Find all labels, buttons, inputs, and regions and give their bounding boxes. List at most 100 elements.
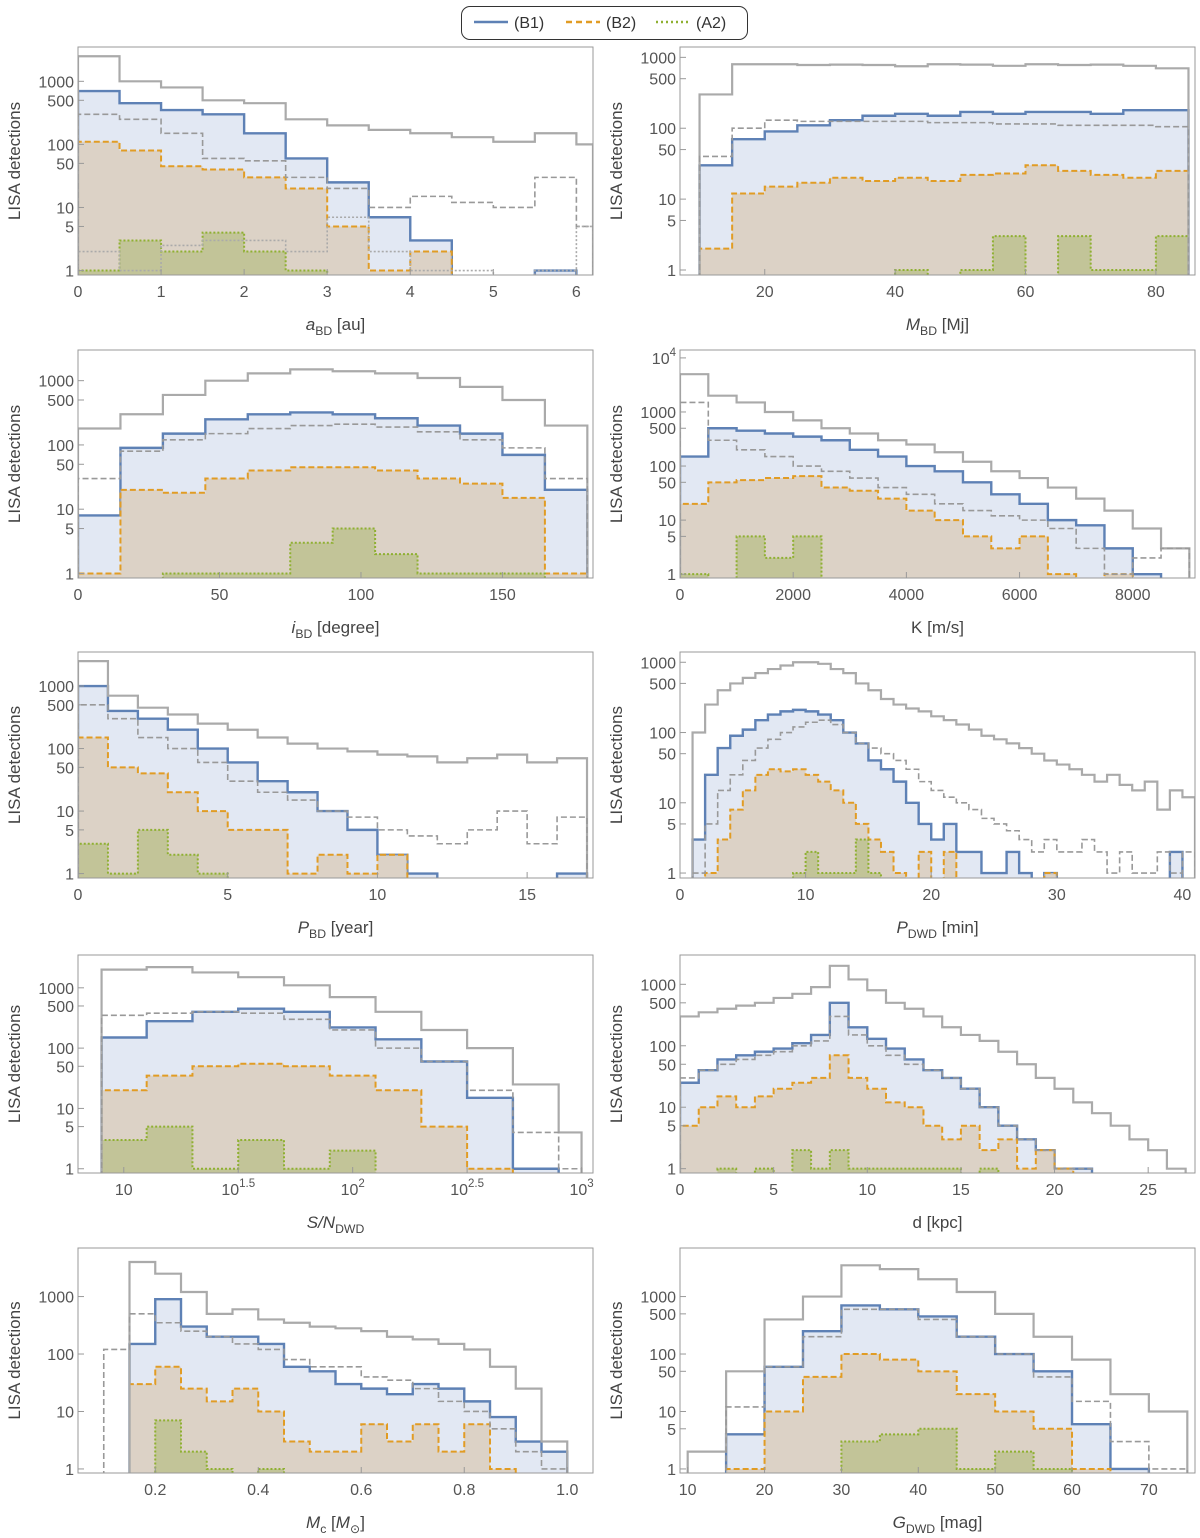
histogram-a2 [100, 1125, 377, 1173]
x-tick-label: 150 [489, 587, 516, 604]
y-tick-label: 500 [47, 93, 74, 110]
bars-fill-A2 [155, 1420, 284, 1473]
x-axis-label: S/NDWD [307, 1213, 365, 1236]
plot-frame [679, 1247, 1196, 1474]
x-tick-label: 10 [858, 1182, 876, 1199]
plot-frame [679, 651, 1196, 879]
y-tick-label: 5 [65, 1120, 74, 1137]
y-axis-label: LISA detections [607, 706, 626, 824]
histogram-b2 [78, 736, 409, 878]
x-tick-label: 6000 [1002, 587, 1038, 604]
x-tick-label: 3 [323, 284, 332, 301]
x-tick-label: 0 [74, 587, 83, 604]
plot-frame [77, 651, 594, 879]
y-tick-label: 1000 [640, 50, 676, 67]
y-tick-label: 50 [658, 475, 676, 492]
y-tick-label: 10 [56, 804, 74, 821]
histogram-all-dashed [725, 1308, 1189, 1473]
histogram-all-dashed [691, 719, 1195, 878]
y-tick-label: 500 [649, 1307, 676, 1324]
y-tick-label: 100 [649, 726, 676, 743]
x-tick-label: 30 [833, 1482, 851, 1499]
x-tick-label: 60 [1063, 1482, 1081, 1499]
histogram-b1 [680, 427, 1163, 578]
x-tick-label: 10 [679, 1482, 697, 1499]
x-tick-label: 0.6 [350, 1482, 372, 1499]
x-tick-label: 6 [572, 284, 581, 301]
x-tick-label: 101.5 [221, 1178, 255, 1199]
bars-fill-B2 [78, 467, 588, 578]
x-tick-label: 40 [886, 284, 904, 301]
x-tick-label: 0.4 [247, 1482, 269, 1499]
x-axis-label: MBD [Mj] [906, 315, 969, 338]
bars-fill-B2 [726, 1354, 1111, 1473]
plot-area [680, 373, 1191, 578]
x-tick-label: 5 [489, 284, 498, 301]
bars-fill-B2 [680, 1055, 1074, 1173]
bars-fill-A2 [78, 232, 328, 275]
histogram-all [78, 55, 593, 275]
bars-fill-A2 [841, 1428, 1073, 1473]
y-tick-label: 50 [56, 156, 74, 173]
legend: (B1) (B2) (A2) [461, 6, 748, 40]
x-tick-label: 1.0 [556, 1482, 578, 1499]
y-tick-label: 1000 [640, 405, 676, 422]
y-tick-label: 500 [649, 676, 676, 693]
histogram-a2 [154, 1419, 285, 1473]
y-axis-label: LISA detections [5, 1301, 24, 1419]
x-tick-label: 40 [1174, 887, 1192, 904]
x-tick-label: 5 [769, 1182, 778, 1199]
histogram-b2 [698, 164, 1190, 275]
y-tick-label: 1 [65, 566, 74, 583]
y-axis-label: LISA detections [607, 405, 626, 523]
panel-PDWD: 0 10 20 30 40 1 5 10 50 100 500 1000 PDWD [min] LISA … [607, 651, 1196, 941]
y-tick-label: 1 [65, 867, 74, 884]
x-axis-label: aBD [au] [306, 315, 366, 338]
x-tick-label: 10 [369, 887, 387, 904]
bars-fill-B2 [78, 141, 452, 275]
plot-area [100, 966, 583, 1173]
y-axis-label: LISA detections [5, 102, 24, 220]
histogram-all [680, 964, 1187, 1173]
plot-frame [77, 1247, 594, 1474]
y-axis-label: LISA detections [607, 1005, 626, 1123]
y-axis-label: LISA detections [5, 706, 24, 824]
y-tick-label: 1 [65, 1462, 74, 1479]
y-tick-label: 100 [47, 137, 74, 154]
x-tick-label: 102.5 [450, 1178, 484, 1199]
histogram-a2 [78, 231, 329, 275]
histogram-all-dotted [78, 216, 593, 275]
histogram-all-dashed [698, 119, 1190, 275]
y-tick-label: 50 [658, 143, 676, 160]
y-tick-label: 100 [47, 1347, 74, 1364]
x-tick-label: 20 [922, 887, 940, 904]
plot-area [78, 660, 589, 878]
y-tick-label: 1 [667, 1162, 676, 1179]
plot-frame [679, 349, 1196, 579]
x-tick-label: 1 [157, 284, 166, 301]
histogram-a2 [840, 1427, 1074, 1473]
plot-area [102, 1260, 569, 1473]
histogram-all-dashed [100, 1011, 583, 1173]
histogram-all [698, 63, 1190, 275]
y-tick-label: 500 [47, 999, 74, 1016]
y-tick-label: 10 [658, 513, 676, 530]
x-axis-label: PBD [year] [298, 918, 374, 941]
x-tick-label: 0 [676, 1182, 685, 1199]
y-tick-label: 1 [667, 567, 676, 584]
x-tick-label: 0 [676, 587, 685, 604]
x-tick-label: 15 [518, 887, 536, 904]
y-tick-label: 5 [65, 522, 74, 539]
histogram-a2 [161, 527, 546, 578]
y-tick-label: 1 [65, 1162, 74, 1179]
histogram-b1 [698, 108, 1190, 275]
x-axis-label: PDWD [min] [896, 918, 978, 941]
y-tick-label: 100 [649, 1347, 676, 1364]
y-tick-label: 10 [658, 1404, 676, 1421]
y-tick-label: 1000 [38, 374, 74, 391]
x-tick-label: 4 [406, 284, 415, 301]
x-tick-label: 100 [348, 587, 375, 604]
